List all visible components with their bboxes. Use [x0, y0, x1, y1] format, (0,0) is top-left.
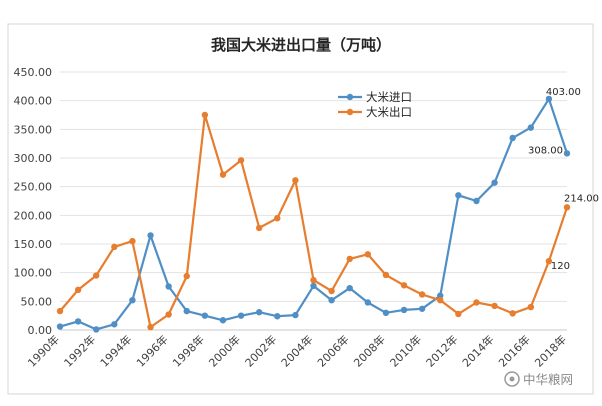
data-labels: 403.00 308.00 214.00 120	[528, 87, 599, 272]
data-label: 214.00	[564, 193, 599, 204]
data-point-export	[328, 287, 335, 295]
y-tick-label: 100.00	[14, 267, 53, 280]
watermark-text: 中华粮网	[523, 372, 573, 387]
data-point-import	[219, 317, 227, 324]
data-point-import	[473, 197, 480, 205]
y-tick-label: 150.00	[14, 238, 53, 251]
y-tick-label: 50.00	[21, 295, 53, 308]
data-point-import	[491, 179, 498, 186]
data-point-import	[165, 283, 172, 290]
data-point-export	[418, 291, 426, 298]
data-point-import	[545, 95, 553, 103]
data-point-export	[147, 323, 154, 331]
data-point-import	[111, 321, 118, 328]
data-point-import	[129, 296, 136, 304]
data-point-import	[418, 305, 426, 312]
data-point-export	[129, 237, 136, 245]
data-point-export	[346, 255, 353, 263]
data-point-import	[509, 134, 516, 142]
data-point-import	[563, 150, 571, 157]
data-point-export	[509, 310, 516, 317]
data-point-import	[274, 313, 281, 320]
legend-item-import: 大米进口	[338, 90, 412, 104]
data-point-export	[310, 276, 317, 284]
data-label: 403.00	[546, 87, 581, 98]
data-point-export	[473, 299, 480, 306]
data-point-export	[165, 311, 172, 318]
data-point-export	[491, 302, 498, 310]
y-tick-label: 350.00	[14, 123, 53, 136]
data-point-import	[346, 284, 353, 292]
data-point-export	[255, 224, 263, 232]
data-point-import	[292, 311, 299, 319]
data-point-import	[237, 312, 245, 319]
chart-title: 我国大米进出口量（万吨）	[211, 36, 391, 54]
legend-marker-export	[346, 108, 354, 116]
data-point-export	[563, 204, 571, 211]
data-point-export	[400, 282, 408, 289]
series-layer	[56, 95, 571, 333]
data-point-import	[364, 299, 372, 306]
y-axis-ticks: 0.00 50.00 100.00 150.00 200.00 250.00 300.00 3…	[14, 66, 53, 337]
y-tick-label: 0.00	[28, 324, 53, 337]
legend-label-export: 大米出口	[366, 105, 412, 119]
y-tick-label: 400.00	[14, 95, 53, 108]
data-point-import	[310, 282, 317, 290]
data-label: 308.00	[528, 145, 563, 156]
legend: 大米进口 大米出口	[338, 90, 412, 119]
legend-item-export: 大米出口	[338, 105, 412, 119]
legend-label-import: 大米进口	[366, 90, 412, 104]
y-tick-label: 200.00	[14, 209, 53, 222]
y-tick-label: 250.00	[14, 181, 53, 194]
legend-marker-import	[346, 93, 354, 101]
data-point-export	[274, 215, 281, 222]
watermark-logo-icon	[504, 371, 520, 387]
data-point-export	[364, 251, 372, 258]
data-point-export	[237, 157, 245, 164]
data-point-import	[93, 326, 100, 333]
watermark: 中华粮网	[504, 371, 573, 387]
data-point-import	[147, 232, 154, 239]
data-point-export	[183, 272, 190, 280]
data-point-import	[455, 192, 462, 199]
y-tick-label: 450.00	[14, 66, 53, 79]
data-point-import	[382, 309, 390, 316]
data-point-import	[527, 124, 534, 131]
data-point-export	[111, 243, 118, 251]
data-point-export	[382, 271, 390, 279]
data-point-export	[93, 272, 100, 279]
data-point-import	[74, 318, 82, 325]
data-point-import	[328, 296, 335, 304]
data-point-export	[527, 303, 534, 311]
data-point-import	[400, 306, 408, 314]
data-point-import	[437, 292, 444, 299]
y-tick-label: 300.00	[14, 152, 53, 165]
data-point-export	[74, 286, 82, 294]
data-point-export	[292, 177, 299, 184]
data-point-import	[255, 309, 263, 316]
data-point-export	[545, 258, 553, 265]
data-point-export	[437, 296, 444, 304]
data-point-import	[56, 323, 64, 330]
data-point-export	[201, 111, 209, 119]
data-point-import	[183, 307, 190, 315]
watermark-logo-dot	[509, 376, 515, 382]
data-point-export	[56, 307, 64, 315]
data-point-export	[219, 171, 227, 178]
data-point-import	[201, 312, 209, 319]
data-point-export	[455, 310, 462, 318]
data-label: 120	[551, 261, 570, 272]
